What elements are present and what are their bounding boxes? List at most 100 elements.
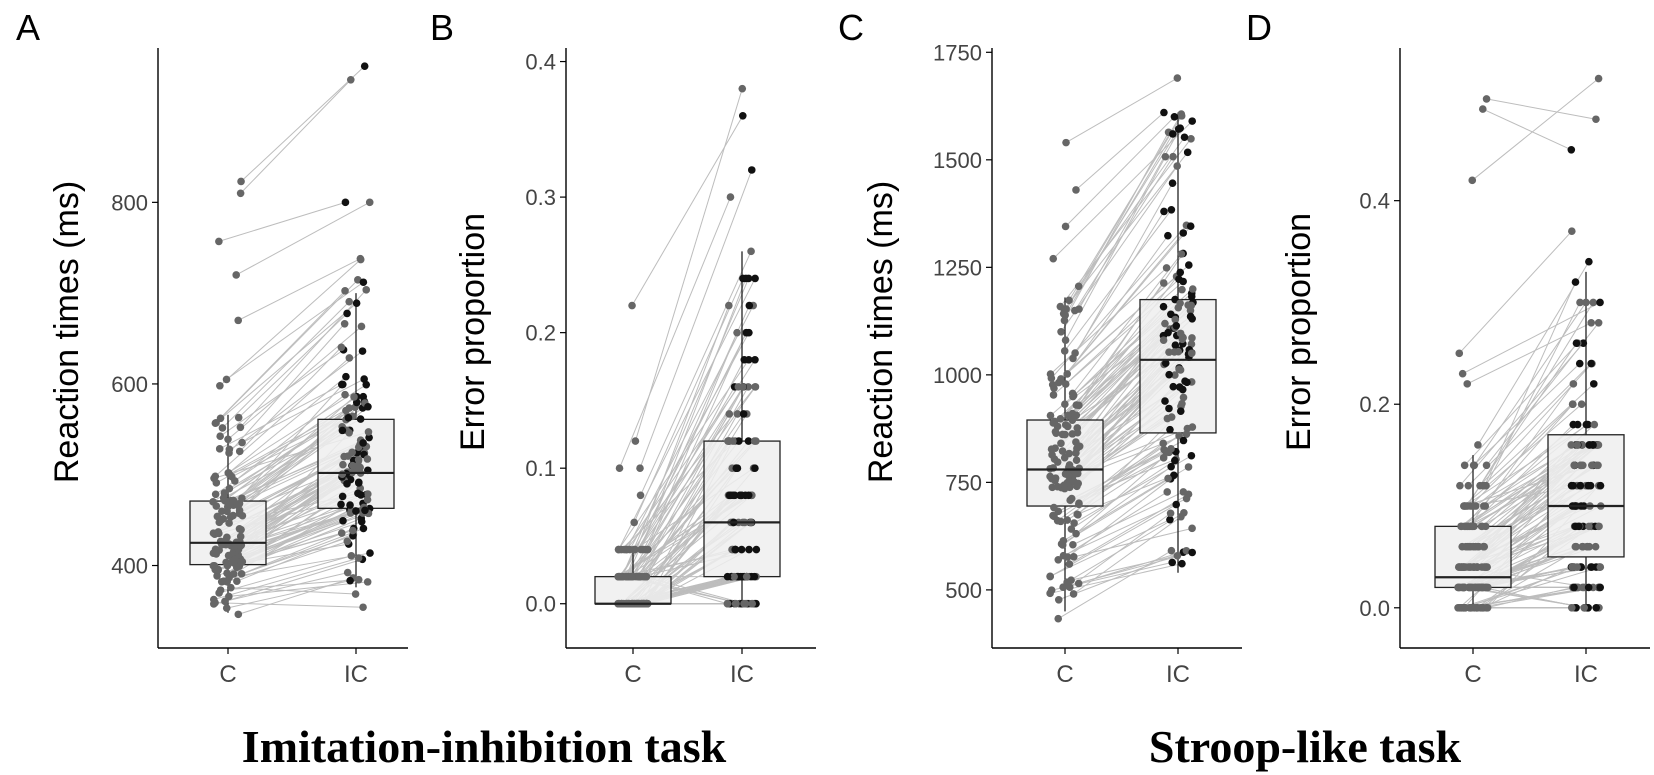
- data-point-ic: [1174, 125, 1183, 133]
- data-point-c: [1063, 422, 1072, 431]
- data-point-ic: [344, 414, 353, 422]
- data-point-ic: [1179, 393, 1188, 402]
- data-point-c: [1069, 540, 1077, 549]
- data-point-ic: [354, 479, 363, 487]
- paired-line: [219, 349, 344, 437]
- data-point-c: [1468, 176, 1477, 185]
- data-point-ic: [1167, 546, 1176, 555]
- data-point-ic: [745, 545, 753, 554]
- data-point-ic: [1178, 335, 1187, 344]
- data-point-c: [628, 301, 636, 310]
- data-point-ic: [723, 572, 732, 581]
- data-point-ic: [354, 455, 363, 464]
- data-point-ic: [1572, 339, 1581, 347]
- data-point-c: [224, 551, 233, 560]
- data-point-c: [1072, 456, 1081, 465]
- data-point-c: [1454, 563, 1463, 571]
- data-point-c: [1046, 472, 1054, 481]
- data-point-ic: [1569, 481, 1577, 490]
- data-point-ic: [350, 393, 358, 401]
- data-point-c: [1070, 519, 1078, 527]
- paired-line: [1066, 512, 1185, 583]
- data-point-ic: [343, 537, 352, 546]
- data-point-c: [1482, 95, 1491, 103]
- panel-letter: D: [1246, 7, 1272, 48]
- box-iqr: [703, 440, 781, 578]
- data-point-ic: [747, 247, 755, 256]
- data-point-c: [614, 545, 623, 554]
- paired-line: [1060, 165, 1178, 333]
- y-axis-label: Reaction times (ms): [48, 181, 86, 483]
- paired-line: [229, 378, 365, 450]
- data-point-ic: [1585, 542, 1594, 551]
- paired-line: [1069, 493, 1189, 565]
- paired-line: [215, 302, 357, 424]
- paired-line: [1075, 451, 1170, 535]
- data-point-ic: [731, 545, 740, 554]
- data-point-ic: [1570, 461, 1578, 470]
- y-tick-label: 400: [111, 554, 148, 579]
- data-point-ic: [1175, 383, 1184, 391]
- data-point-ic: [364, 490, 372, 498]
- data-point-ic: [739, 274, 747, 283]
- paired-line: [1067, 478, 1172, 558]
- data-point-c: [1046, 589, 1054, 598]
- data-point-c: [1068, 430, 1077, 438]
- data-point-c: [236, 542, 245, 550]
- panel-c: C Reaction times (ms) 500 750 1000 1250 1500…: [838, 7, 1242, 688]
- paired-line: [1063, 478, 1169, 542]
- data-point-ic: [1592, 603, 1600, 612]
- paired-line: [639, 169, 753, 469]
- data-point-c: [234, 413, 243, 422]
- paired-line: [1071, 460, 1176, 530]
- data-point-c: [1050, 384, 1058, 393]
- data-point-ic: [1577, 400, 1586, 409]
- data-point-ic: [1163, 414, 1172, 423]
- paired-line: [1065, 278, 1180, 385]
- data-point-c: [1478, 583, 1486, 592]
- y-tick-label: 1000: [933, 363, 982, 388]
- data-point-c: [211, 598, 219, 607]
- data-point-ic: [1594, 74, 1603, 83]
- paired-line: [1057, 550, 1172, 620]
- data-point-c: [223, 578, 231, 586]
- paired-line: [631, 115, 744, 306]
- data-point-ic: [1165, 404, 1173, 413]
- data-point-c: [1061, 380, 1070, 388]
- data-point-ic: [1187, 340, 1196, 348]
- data-point-ic: [730, 572, 738, 581]
- paired-line: [1072, 253, 1182, 394]
- data-point-ic: [752, 545, 761, 554]
- y-tick-label: 0.0: [525, 592, 556, 617]
- data-point-c: [1474, 441, 1482, 449]
- paired-line: [213, 557, 359, 601]
- data-point-ic: [1576, 461, 1585, 470]
- data-point-c: [1460, 461, 1469, 470]
- data-point-c: [1056, 415, 1065, 423]
- data-point-c: [1073, 482, 1081, 491]
- paired-line: [214, 357, 350, 477]
- data-point-ic: [1179, 488, 1188, 496]
- data-point-c: [234, 610, 243, 619]
- plot-area: 0.0 0.1 0.2 0.3 0.4 C IC: [525, 48, 816, 688]
- data-point-c: [1469, 542, 1478, 551]
- data-point-c: [1061, 336, 1070, 344]
- data-point-c: [1065, 296, 1073, 305]
- data-point-c: [1462, 542, 1470, 551]
- data-point-c: [1461, 603, 1469, 612]
- data-point-c: [1061, 400, 1069, 409]
- data-point-c: [1052, 429, 1060, 438]
- data-point-ic: [361, 506, 369, 515]
- data-point-c: [1477, 522, 1486, 531]
- data-point-c: [1046, 572, 1054, 581]
- data-point-c: [235, 509, 244, 518]
- data-point-ic: [1161, 359, 1170, 368]
- data-point-ic: [1187, 451, 1196, 460]
- data-point-ic: [723, 599, 732, 608]
- data-point-ic: [1178, 285, 1186, 294]
- paired-line: [618, 278, 756, 550]
- data-point-c: [1047, 374, 1056, 383]
- paired-line: [1458, 230, 1573, 354]
- data-point-ic: [1179, 229, 1188, 237]
- data-point-c: [1462, 502, 1471, 510]
